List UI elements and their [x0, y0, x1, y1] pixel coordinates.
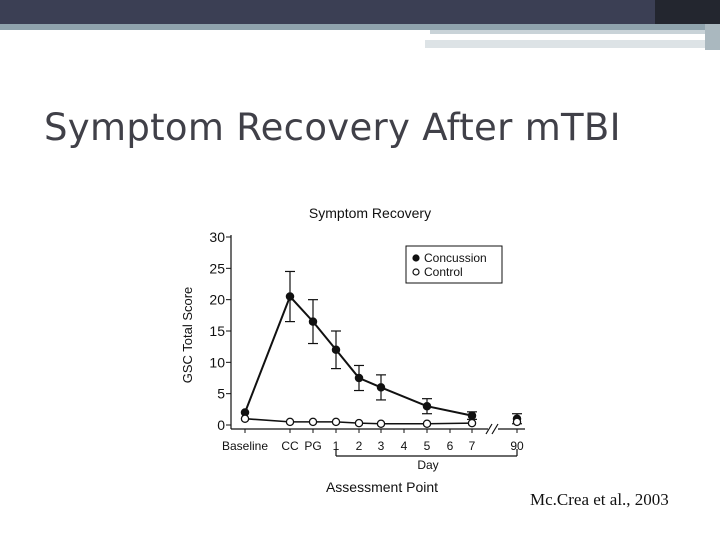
x-tick-label: 7 — [469, 439, 476, 453]
legend-marker-control — [412, 268, 420, 276]
slide-title: Symptom Recovery After mTBI — [44, 106, 621, 149]
control-point — [240, 414, 250, 423]
x-tick-label: 2 — [356, 439, 363, 453]
x-tick-label: PG — [304, 439, 321, 453]
x-tick-label: 4 — [401, 439, 408, 453]
control-point — [467, 418, 477, 428]
control-point — [422, 419, 432, 428]
y-tick-label: 5 — [217, 386, 225, 402]
header-band — [0, 0, 720, 24]
y-tick-label: 0 — [217, 417, 225, 433]
legend-box — [405, 245, 503, 284]
y-tick-label: 20 — [209, 292, 225, 308]
y-tick-label: 15 — [209, 323, 225, 339]
chart-title: Symptom Recovery — [309, 205, 431, 221]
x-tick-label: 5 — [424, 439, 431, 453]
control-point — [308, 417, 318, 427]
concussion-point — [467, 411, 477, 420]
y-axis-label: GSC Total Score — [180, 287, 195, 384]
y-tick-label: 30 — [209, 229, 225, 245]
legend-marker-concussion — [412, 254, 420, 262]
header-rule-3 — [425, 40, 720, 48]
concussion-point — [331, 345, 341, 355]
control-point — [376, 419, 386, 428]
control-point — [512, 417, 522, 427]
axis-break-mark — [485, 423, 493, 435]
axis-break-mark — [491, 423, 499, 435]
header-accent — [655, 0, 720, 24]
header-rule — [0, 24, 720, 30]
x-tick-label: Baseline — [222, 439, 268, 453]
citation: Mc.Crea et al., 2003 — [530, 490, 669, 509]
concussion-point — [308, 317, 318, 326]
y-tick-label: 10 — [209, 354, 225, 370]
header-edge — [705, 24, 720, 50]
x-axis-label: Assessment Point — [326, 479, 438, 495]
day-label: Day — [417, 458, 438, 472]
control-point — [354, 418, 364, 428]
concussion-series-line — [244, 294, 473, 417]
x-tick-label: 6 — [447, 439, 454, 453]
control-point — [285, 417, 295, 427]
x-tick-label: CC — [281, 439, 299, 453]
concussion-point — [285, 292, 295, 301]
header-rule-2 — [430, 30, 720, 34]
legend-label-concussion: Concussion — [424, 251, 487, 265]
concussion-point — [376, 383, 386, 392]
control-point — [331, 417, 341, 427]
concussion-point — [422, 401, 432, 411]
x-tick-label: 1 — [333, 439, 340, 453]
x-tick-label: 3 — [378, 439, 385, 453]
concussion-point — [354, 373, 364, 383]
x-tick-label: 90 — [510, 439, 524, 453]
y-tick-label: 25 — [209, 260, 225, 276]
legend-label-control: Control — [424, 265, 463, 279]
